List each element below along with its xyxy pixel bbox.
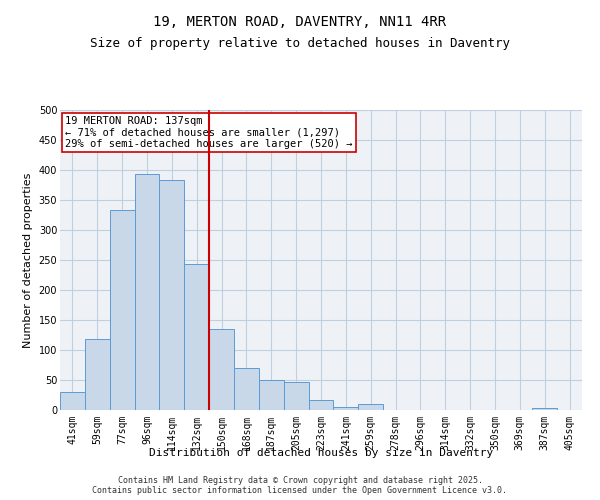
Text: 19, MERTON ROAD, DAVENTRY, NN11 4RR: 19, MERTON ROAD, DAVENTRY, NN11 4RR [154,15,446,29]
Bar [358,404,383,410]
Bar [234,368,259,410]
Bar [134,174,160,410]
Text: 19 MERTON ROAD: 137sqm
← 71% of detached houses are smaller (1,297)
29% of semi-: 19 MERTON ROAD: 137sqm ← 71% of detached… [65,116,353,149]
Bar [160,180,184,410]
Bar [259,380,284,410]
Y-axis label: Number of detached properties: Number of detached properties [23,172,33,348]
Bar [209,329,234,410]
Bar [110,210,134,410]
Bar [85,339,110,410]
Text: Distribution of detached houses by size in Daventry: Distribution of detached houses by size … [149,448,493,458]
Bar [308,400,334,410]
Bar [334,407,358,410]
Text: Size of property relative to detached houses in Daventry: Size of property relative to detached ho… [90,38,510,51]
Bar [532,408,557,410]
Bar [184,264,209,410]
Text: Contains HM Land Registry data © Crown copyright and database right 2025.
Contai: Contains HM Land Registry data © Crown c… [92,476,508,495]
Bar [284,382,308,410]
Bar [60,392,85,410]
